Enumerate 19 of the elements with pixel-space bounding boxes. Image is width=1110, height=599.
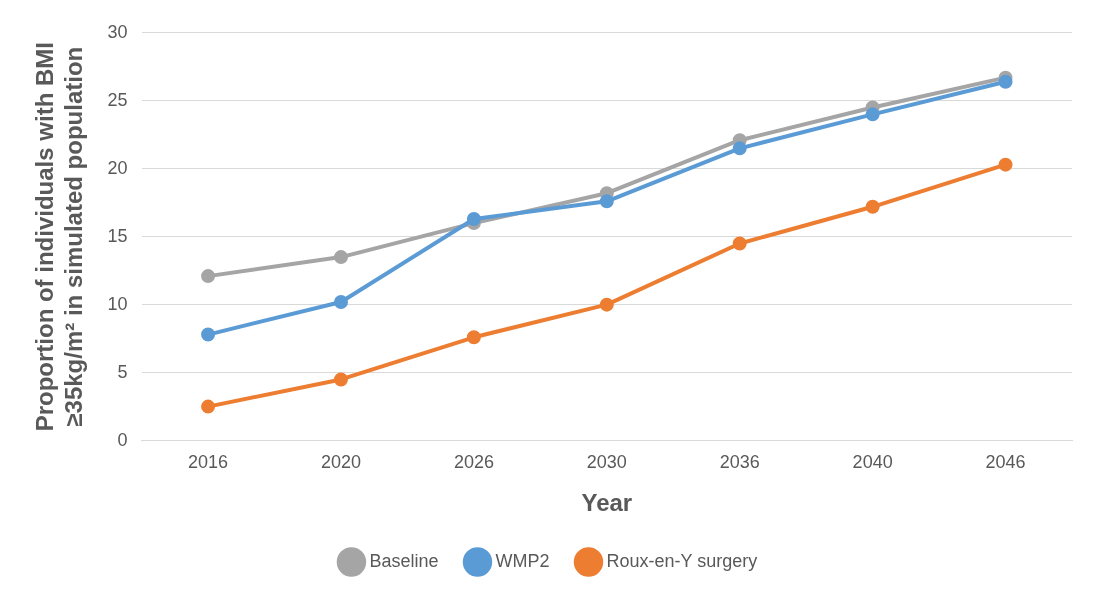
y-tick-label: 25 xyxy=(107,89,128,110)
y-tick-label: 0 xyxy=(117,429,128,450)
x-tick-label: 2030 xyxy=(586,452,627,473)
x-tick-label: 2040 xyxy=(852,452,893,473)
y-tick-label: 15 xyxy=(107,225,128,246)
x-tick-label: 2016 xyxy=(188,452,229,473)
y-axis-title: Proportion of individuals with BMI ≥35kg/m² in simulated population xyxy=(31,42,87,432)
x-axis-title: Year xyxy=(581,489,633,517)
legend-label: Roux-en-Y surgery xyxy=(606,550,758,571)
legend-label: Baseline xyxy=(369,550,439,571)
legend-label: WMP2 xyxy=(495,550,550,571)
y-tick-label: 10 xyxy=(107,293,128,314)
x-tick-label: 2020 xyxy=(320,452,362,473)
x-tick-label: 2046 xyxy=(985,452,1026,473)
y-tick-label: 20 xyxy=(107,157,128,178)
x-tick-label: 2036 xyxy=(719,452,760,473)
y-tick-label: 30 xyxy=(107,21,128,42)
x-tick-label: 2026 xyxy=(453,452,494,473)
y-tick-label: 5 xyxy=(117,361,128,382)
